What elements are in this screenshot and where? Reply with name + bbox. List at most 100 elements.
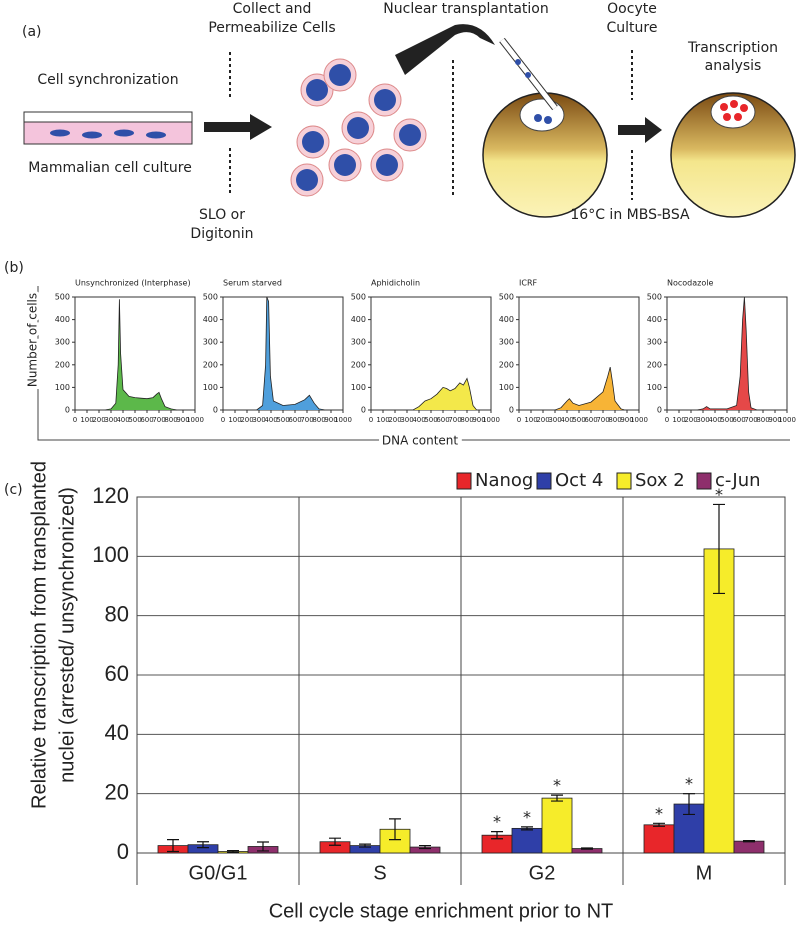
x-tick-label: 500 (720, 416, 733, 424)
significance-mark: * (553, 776, 561, 795)
subplot-title: Serum starved (223, 279, 282, 288)
y-tick-label: 40 (105, 720, 129, 745)
x-tick-label: 600 (288, 416, 301, 424)
x-tick-label: 300 (548, 416, 561, 424)
error-bar (581, 847, 593, 850)
x-tick-label: 200 (536, 416, 549, 424)
legend-swatch (696, 472, 712, 490)
significance-mark: * (715, 485, 723, 504)
plot-frame (136, 496, 786, 854)
error-bar (683, 793, 695, 816)
x-tick-label: 400 (264, 416, 277, 424)
y-tick-label: 0 (117, 839, 129, 864)
histogram-area (696, 296, 758, 411)
y-tick-label: 100 (55, 383, 70, 392)
y-tick-label: 0 (213, 406, 218, 415)
significance-mark: * (523, 807, 531, 826)
y-tick-label: 400 (647, 315, 662, 324)
error-bar (389, 818, 401, 841)
diagram-label: Transcription (687, 40, 778, 56)
x-tick-label: 900 (324, 416, 337, 424)
diagram-label: Culture (607, 20, 658, 36)
y-tick-label: 200 (55, 360, 70, 369)
x-tick-label: 500 (128, 416, 141, 424)
legend-swatch (456, 472, 472, 490)
x-tick-label: 600 (436, 416, 449, 424)
error-bar (227, 850, 239, 854)
subplot-title: Nocodazole (667, 279, 713, 288)
x-tick-label: 300 (252, 416, 265, 424)
x-tick-label: 500 (572, 416, 585, 424)
legend-swatch (536, 472, 552, 490)
x-tick-label: 600 (732, 416, 745, 424)
x-tick-label: 400 (116, 416, 129, 424)
cells (290, 58, 427, 197)
y-tick-label: 60 (105, 661, 129, 686)
y-tick-label: 80 (105, 601, 129, 626)
y-tick-label: 0 (65, 406, 70, 415)
x-tick-label: 0 (517, 416, 521, 424)
x-tick-label: 600 (140, 416, 153, 424)
error-bar (653, 822, 665, 827)
arrow (395, 24, 495, 76)
histogram-area (256, 296, 326, 411)
x-tick-label: 400 (412, 416, 425, 424)
histogram-area (554, 366, 625, 411)
plot-frame (370, 296, 492, 411)
error-bar (521, 826, 533, 831)
y-tick-label: 100 (499, 383, 514, 392)
error-bar (329, 837, 341, 846)
error-bar (491, 831, 503, 840)
y-tick-label: 100 (647, 383, 662, 392)
x-tick-label: 1000 (482, 416, 500, 424)
significance-mark: * (685, 774, 693, 793)
x-tick-label: 1000 (186, 416, 204, 424)
plot-frame (518, 296, 640, 411)
x-axis-label: DNA content (382, 434, 458, 448)
y-tick-label: 500 (647, 293, 662, 302)
error-bar (197, 841, 209, 849)
y-tick-label: 200 (647, 360, 662, 369)
x-tick-label: M (696, 862, 713, 884)
legend-label: Sox 2 (635, 470, 685, 491)
x-tick-label: 0 (369, 416, 373, 424)
y-tick-label: 0 (657, 406, 662, 415)
x-tick-label: 100 (80, 416, 93, 424)
x-tick-label: 900 (768, 416, 781, 424)
x-tick-label: 200 (240, 416, 253, 424)
x-tick-label: 800 (312, 416, 325, 424)
x-tick-label: 900 (176, 416, 189, 424)
diagram-label: Mammalian cell culture (28, 160, 192, 176)
y-tick-label: 300 (647, 338, 662, 347)
y-tick-label: 400 (55, 315, 70, 324)
y-tick-label: 200 (351, 360, 366, 369)
y-tick-label: 400 (351, 315, 366, 324)
histogram-area (412, 377, 477, 411)
x-tick-label: 1000 (778, 416, 796, 424)
significance-mark: * (493, 812, 501, 831)
x-tick-label: 700 (596, 416, 609, 424)
bar (703, 548, 735, 854)
plot-frame (222, 296, 344, 411)
x-tick-label: G2 (529, 862, 556, 884)
diagram-label: Cell synchronization (37, 72, 178, 88)
bar (643, 824, 675, 854)
diagram-label: Collect and (233, 1, 312, 17)
y-axis-label: nuclei (arrested/ unsynchronized) (56, 487, 78, 783)
legend-label: c-Jun (715, 470, 761, 491)
error-bar (713, 503, 725, 595)
x-tick-label: 700 (300, 416, 313, 424)
y-tick-label: 300 (351, 338, 366, 347)
subplot-title: ICRF (519, 279, 538, 288)
y-tick-label: 20 (105, 779, 129, 804)
axis-bracket (37, 286, 790, 441)
panel-label: (a) (22, 24, 42, 40)
y-tick-label: 500 (499, 293, 514, 302)
y-tick-label: 100 (351, 383, 366, 392)
bar (733, 840, 765, 854)
arrow (618, 117, 662, 143)
y-tick-label: 500 (203, 293, 218, 302)
y-tick-label: 120 (92, 483, 129, 508)
error-bar (551, 794, 563, 802)
